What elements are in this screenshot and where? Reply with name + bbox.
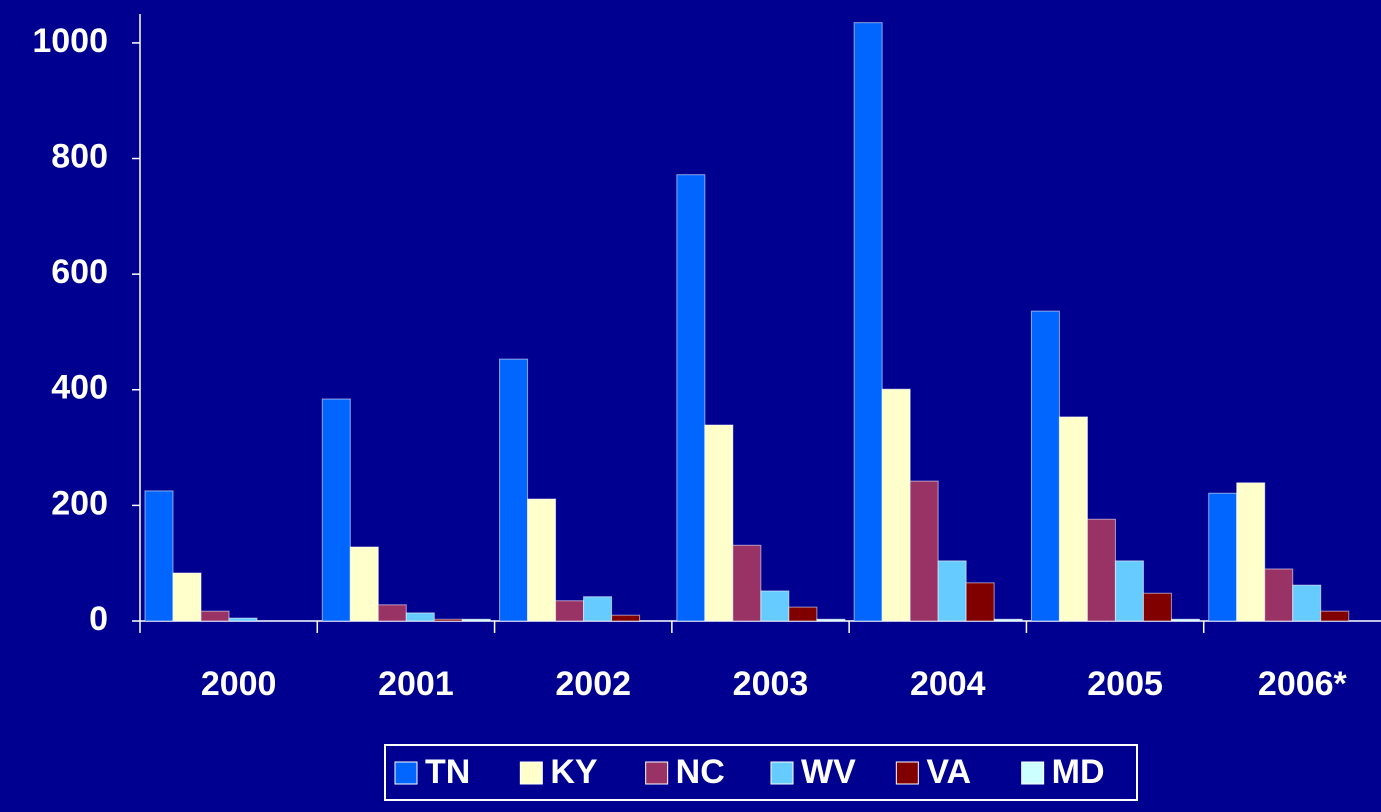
bar — [405, 612, 435, 622]
bar — [1320, 610, 1350, 622]
legend-swatch — [895, 761, 919, 785]
bar — [965, 582, 995, 622]
legend-label: MD — [1052, 753, 1105, 791]
bar — [1236, 482, 1266, 622]
bar — [461, 618, 491, 622]
x-tick-label: 2001 — [378, 665, 454, 703]
legend-swatch — [645, 761, 669, 785]
bar — [527, 498, 557, 622]
x-tick-label: 2004 — [910, 665, 986, 703]
bar — [853, 22, 883, 622]
bar — [1208, 492, 1238, 622]
bar — [704, 424, 734, 622]
bar — [1058, 416, 1088, 622]
bar — [172, 572, 202, 622]
bar — [881, 388, 911, 622]
y-tick-label: 400 — [51, 369, 108, 407]
bar — [1086, 518, 1116, 622]
bar — [583, 596, 613, 622]
legend-swatch — [770, 761, 794, 785]
bar — [1264, 568, 1294, 622]
bar — [676, 174, 706, 622]
bar — [1170, 618, 1200, 622]
y-tick-label: 1000 — [32, 22, 108, 60]
legend-label: WV — [801, 753, 856, 791]
bar — [909, 480, 939, 622]
legend-label: KY — [550, 753, 598, 791]
bar — [321, 398, 351, 622]
bar — [937, 560, 967, 622]
y-tick-label: 600 — [51, 253, 108, 291]
bar — [1292, 584, 1322, 622]
x-tick-label: 2003 — [733, 665, 809, 703]
y-tick-label: 800 — [51, 138, 108, 176]
bar — [1142, 592, 1172, 622]
legend-swatch — [519, 761, 543, 785]
bar — [144, 490, 174, 622]
bar — [499, 358, 529, 622]
bar — [760, 590, 790, 622]
bar — [555, 600, 585, 622]
bar — [200, 610, 230, 622]
bar — [788, 606, 818, 622]
y-tick-label: 0 — [89, 600, 108, 638]
bar — [377, 604, 407, 622]
legend-swatch — [394, 761, 418, 785]
bar — [228, 617, 258, 622]
bar — [816, 618, 846, 622]
bar — [1114, 560, 1144, 622]
bar — [732, 544, 762, 622]
legend-label: TN — [425, 753, 470, 791]
bar — [433, 618, 463, 622]
legend-label: VA — [926, 753, 971, 791]
legend-box — [384, 744, 1138, 801]
bar — [349, 546, 379, 622]
bar — [611, 614, 641, 622]
x-tick-label: 2002 — [555, 665, 631, 703]
legend-swatch — [1021, 761, 1045, 785]
x-tick-label: 2005 — [1087, 665, 1163, 703]
bar — [1030, 310, 1060, 622]
y-tick-label: 200 — [51, 484, 108, 522]
x-tick-label: 2000 — [201, 665, 277, 703]
bar — [993, 618, 1023, 622]
legend-label: NC — [676, 753, 725, 791]
x-tick-label: 2006* — [1258, 665, 1348, 703]
